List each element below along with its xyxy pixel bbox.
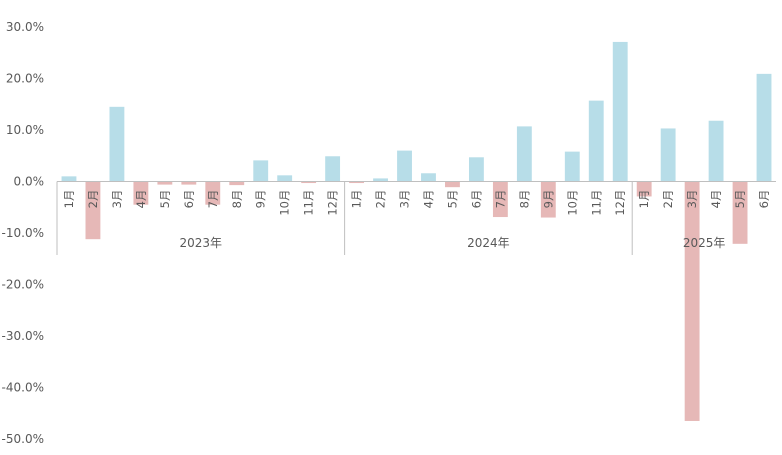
x-tick-label: 1月 [350, 190, 364, 209]
y-tick-label: 20.0% [6, 72, 44, 86]
bar [468, 157, 484, 182]
bar [277, 175, 293, 182]
x-tick-label: 12月 [326, 190, 340, 216]
x-tick-label: 11月 [302, 190, 316, 216]
bar [421, 173, 436, 182]
bar [756, 73, 772, 182]
bar [636, 181, 652, 197]
y-tick-label: 0.0% [14, 175, 45, 189]
x-tick-label: 4月 [421, 190, 435, 209]
x-tick-label: 5月 [733, 190, 747, 209]
y-tick-label: 10.0% [6, 123, 44, 137]
x-tick-label: 5月 [158, 190, 172, 209]
bar [564, 151, 580, 182]
y-tick-label: 30.0% [6, 20, 44, 34]
y-axis: 30.0% 20.0% 10.0% 0.0% -10.0% -20.0% -30.0% -40… [2, 20, 44, 446]
bar [540, 181, 556, 218]
x-tick-label: 7月 [493, 190, 507, 209]
x-tick-label: 11月 [589, 190, 603, 216]
bar [349, 181, 365, 184]
bar [492, 181, 508, 218]
bar [61, 176, 77, 182]
bar [205, 181, 221, 205]
x-tick-label: 9月 [254, 190, 268, 209]
y-tick-label: -40.0% [2, 381, 44, 395]
bar [133, 181, 149, 205]
x-group-label: 2025年 [683, 236, 726, 250]
bar [157, 181, 173, 185]
x-tick-label: 6月 [469, 190, 483, 209]
y-tick-label: -10.0% [2, 226, 44, 240]
x-tick-label: 12月 [613, 190, 627, 216]
bar [445, 181, 460, 188]
x-tick-label: 4月 [709, 190, 723, 209]
x-tick-label: 10月 [278, 190, 292, 216]
bar [229, 181, 245, 186]
bars-series [61, 41, 772, 421]
y-tick-label: -30.0% [2, 329, 44, 343]
bar [109, 106, 125, 182]
x-tick-label: 10月 [565, 190, 579, 216]
y-tick-label: -20.0% [2, 278, 44, 292]
x-tick-label: 4月 [134, 190, 148, 209]
bar [588, 100, 604, 182]
x-tick-label: 3月 [398, 190, 412, 209]
x-tick-label: 8月 [230, 190, 244, 209]
x-tick-label: 2月 [86, 190, 100, 209]
bar [85, 181, 101, 240]
bar [660, 128, 676, 182]
bar [397, 150, 412, 182]
x-tick-label: 6月 [182, 190, 196, 209]
bar [732, 181, 748, 244]
bar [373, 178, 388, 182]
bar [181, 181, 197, 185]
x-tick-label: 2月 [374, 190, 388, 209]
bar [516, 126, 532, 182]
x-axis: 1月 2月 3月 4月 5月 6月 7月 8月 9月 10月 11月 12月 1月 2月 3月 4月 5月 6月 7… [56, 181, 776, 255]
x-tick-label: 6月 [757, 190, 771, 209]
bar [253, 160, 269, 182]
x-tick-label: 1月 [637, 190, 651, 209]
bar [325, 156, 341, 182]
x-tick-label: 9月 [541, 190, 555, 209]
x-tick-label: 7月 [206, 190, 220, 209]
bar [612, 41, 628, 182]
x-tick-label: 2月 [661, 190, 675, 209]
bar [684, 181, 700, 421]
x-tick-label: 1月 [62, 190, 76, 209]
x-group-label: 2024年 [467, 236, 510, 250]
x-tick-label: 5月 [445, 190, 459, 209]
bar [301, 181, 317, 184]
x-tick-label: 3月 [685, 190, 699, 209]
x-tick-label: 8月 [517, 190, 531, 209]
y-tick-label: -50.0% [2, 432, 44, 446]
x-tick-label: 3月 [110, 190, 124, 209]
x-group-label: 2023年 [180, 236, 223, 250]
bar [708, 120, 724, 182]
